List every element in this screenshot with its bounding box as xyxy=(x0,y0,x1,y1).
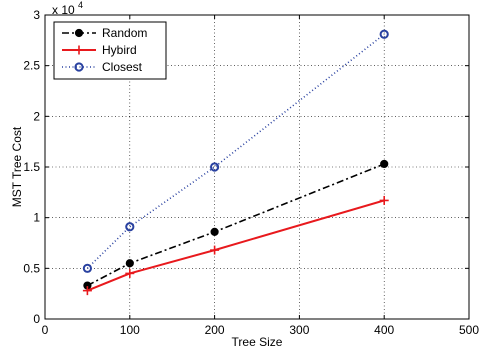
data-point xyxy=(125,268,135,278)
axis-ticks: 0 100 200 300 400 500 0 0.5 1 1.5 2 2.5 3 xyxy=(23,8,479,337)
y-tick-label: 0.5 xyxy=(23,261,40,275)
data-point xyxy=(125,259,134,268)
data-point xyxy=(125,222,135,232)
series-hybird xyxy=(82,195,389,296)
legend-label: Closest xyxy=(102,60,143,74)
data-point xyxy=(82,263,93,273)
y-tick-label: 2.5 xyxy=(23,59,40,73)
y-multiplier-base: x 10 xyxy=(52,3,75,17)
legend-label: Hybird xyxy=(102,43,137,57)
legend: Random Hybird Closest xyxy=(53,21,167,80)
y-tick-label: 3 xyxy=(33,8,40,22)
data-point xyxy=(82,286,92,296)
data-point xyxy=(210,245,220,255)
series-random xyxy=(83,159,389,290)
data-point xyxy=(74,28,84,38)
y-axis-multiplier: x 10 4 xyxy=(52,0,83,17)
y-multiplier-exponent: 4 xyxy=(78,0,83,10)
y-axis-label: MST Tree Cost xyxy=(10,126,24,207)
x-tick-label: 500 xyxy=(459,323,479,337)
data-point xyxy=(380,159,389,169)
series-line xyxy=(87,199,385,292)
y-tick-label: 1 xyxy=(33,211,40,225)
x-tick-label: 0 xyxy=(42,323,49,337)
legend-items: Random Hybird Closest xyxy=(62,26,147,74)
y-tick-label: 2 xyxy=(33,109,40,123)
y-tick-label: 0 xyxy=(33,312,40,326)
x-tick-label: 400 xyxy=(374,323,394,337)
data-point xyxy=(379,195,389,205)
legend-item: Random xyxy=(62,26,147,40)
series-closest xyxy=(82,29,389,273)
data-point xyxy=(74,62,84,72)
series-line xyxy=(87,163,385,287)
data-point xyxy=(379,29,389,39)
legend-item: Hybird xyxy=(62,43,137,57)
data-point xyxy=(210,162,220,172)
x-tick-label: 300 xyxy=(289,323,309,337)
x-axis-label: Tree Size xyxy=(232,335,283,347)
x-tick-label: 200 xyxy=(205,323,225,337)
series-group xyxy=(82,29,389,296)
legend-label: Random xyxy=(102,26,147,40)
x-tick-label: 100 xyxy=(120,323,140,337)
data-point xyxy=(74,45,84,55)
data-point xyxy=(210,227,219,236)
y-tick-label: 1.5 xyxy=(23,160,40,174)
legend-item: Closest xyxy=(62,60,143,74)
